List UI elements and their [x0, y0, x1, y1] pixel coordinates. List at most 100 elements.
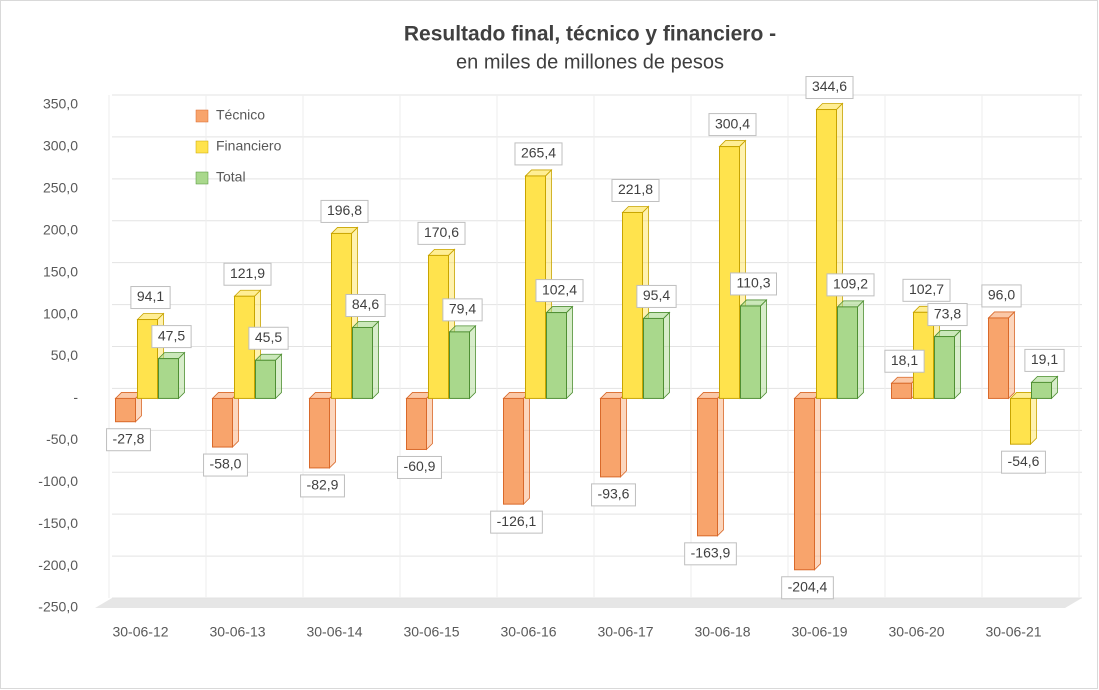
- data-label: -126,1: [490, 510, 543, 534]
- chart-title: Resultado final, técnico y financiero -: [404, 23, 776, 46]
- legend: Técnico Financiero Total: [195, 107, 282, 185]
- bar-side: [329, 391, 336, 469]
- bar-side: [1030, 391, 1037, 446]
- data-label-box: [805, 76, 854, 100]
- bar: [987, 310, 1016, 400]
- bar-side: [232, 391, 239, 449]
- data-label: 94,1: [130, 286, 171, 310]
- floor: [95, 598, 1082, 608]
- x-tick-label: 30-06-17: [597, 624, 653, 640]
- data-label: -93,6: [591, 483, 636, 507]
- bar-front: [740, 305, 761, 399]
- bar-front: [212, 397, 233, 448]
- data-label: 102,4: [535, 279, 584, 303]
- bar: [545, 305, 574, 400]
- bar: [836, 299, 865, 400]
- bar: [351, 320, 380, 400]
- data-label-text: -126,1: [497, 513, 537, 529]
- bar: [642, 311, 671, 400]
- data-label: 19,1: [1024, 348, 1065, 372]
- bar-side: [663, 311, 670, 400]
- legend-marker: [195, 171, 209, 185]
- bar-front: [428, 254, 449, 399]
- x-tick-label: 30-06-12: [112, 624, 168, 640]
- data-label: 73,8: [927, 303, 968, 327]
- bar: [308, 391, 337, 469]
- x-tick-label: 30-06-19: [791, 624, 847, 640]
- legend-marker: [195, 140, 209, 154]
- bar: [448, 324, 477, 400]
- data-label: 300,4: [708, 113, 757, 137]
- bar-side: [760, 298, 767, 400]
- data-label: 79,4: [442, 298, 483, 322]
- bar-side: [372, 320, 379, 400]
- y-tick-label: 100,0: [43, 305, 78, 321]
- bar: [1030, 375, 1059, 400]
- y-tick-label: 50,0: [51, 347, 78, 363]
- data-label-text: 300,4: [715, 115, 750, 131]
- data-label: -27,8: [106, 428, 151, 452]
- data-label-text: 109,2: [833, 276, 868, 292]
- data-label-text: -93,6: [598, 486, 630, 502]
- data-label-box: [684, 542, 737, 566]
- bar-side: [566, 305, 573, 400]
- x-tick-label: 30-06-14: [306, 624, 362, 640]
- bar-front: [158, 358, 179, 399]
- data-label-text: 265,4: [521, 145, 556, 161]
- data-label-text: -54,6: [1008, 453, 1040, 469]
- bar-side: [1008, 310, 1015, 400]
- data-label: -60,9: [397, 455, 442, 479]
- data-label: 170,6: [417, 221, 466, 245]
- y-tick-label: 200,0: [43, 221, 78, 237]
- bar: [502, 391, 531, 506]
- bar-side: [469, 324, 476, 400]
- data-label: 110,3: [730, 272, 777, 296]
- data-label-box: [490, 510, 543, 534]
- data-label-box: [1024, 348, 1065, 372]
- bar-front: [697, 397, 718, 537]
- data-label-text: 79,4: [449, 301, 476, 317]
- bar: [211, 391, 240, 449]
- bar: [405, 391, 434, 451]
- bar-front: [309, 397, 330, 469]
- data-label-text: -204,4: [788, 578, 828, 594]
- data-label-box: [591, 483, 636, 507]
- data-label: 344,6: [805, 76, 854, 100]
- data-label-text: 18,1: [891, 352, 918, 368]
- bar-front: [816, 109, 837, 399]
- data-label-text: 196,8: [327, 202, 362, 218]
- bar: [739, 298, 768, 400]
- y-tick-label: -150,0: [38, 515, 78, 531]
- bar-side: [620, 391, 627, 478]
- data-label-box: [248, 326, 289, 350]
- data-label-box: [442, 298, 483, 322]
- data-label: -58,0: [203, 453, 248, 477]
- bar: [157, 351, 186, 400]
- bar-front: [794, 397, 815, 571]
- data-label: 84,6: [345, 293, 386, 317]
- bar-side: [178, 351, 185, 400]
- data-label-text: 94,1: [137, 288, 164, 304]
- bar-front: [546, 312, 567, 399]
- data-label-text: 121,9: [230, 265, 265, 281]
- data-label: 196,8: [320, 199, 369, 223]
- bar: [254, 353, 283, 400]
- y-tick-label: 150,0: [43, 263, 78, 279]
- data-label-box: [417, 221, 466, 245]
- bar-side: [426, 391, 433, 451]
- data-label: 265,4: [514, 142, 563, 166]
- bar-side: [275, 353, 282, 400]
- legend-label: Técnico: [216, 107, 265, 123]
- legend-marker: [195, 109, 209, 123]
- data-label-text: 84,6: [352, 296, 379, 312]
- data-label: 102,7: [902, 278, 951, 302]
- data-label: -163,9: [684, 542, 737, 566]
- y-tick-label: 300,0: [43, 138, 78, 154]
- bar-front: [600, 397, 621, 478]
- x-tick-label: 30-06-13: [209, 624, 265, 640]
- bar-front: [643, 317, 664, 399]
- data-label-text: 45,5: [255, 329, 282, 345]
- data-label-box: [884, 349, 925, 373]
- data-label: 95,4: [636, 284, 677, 308]
